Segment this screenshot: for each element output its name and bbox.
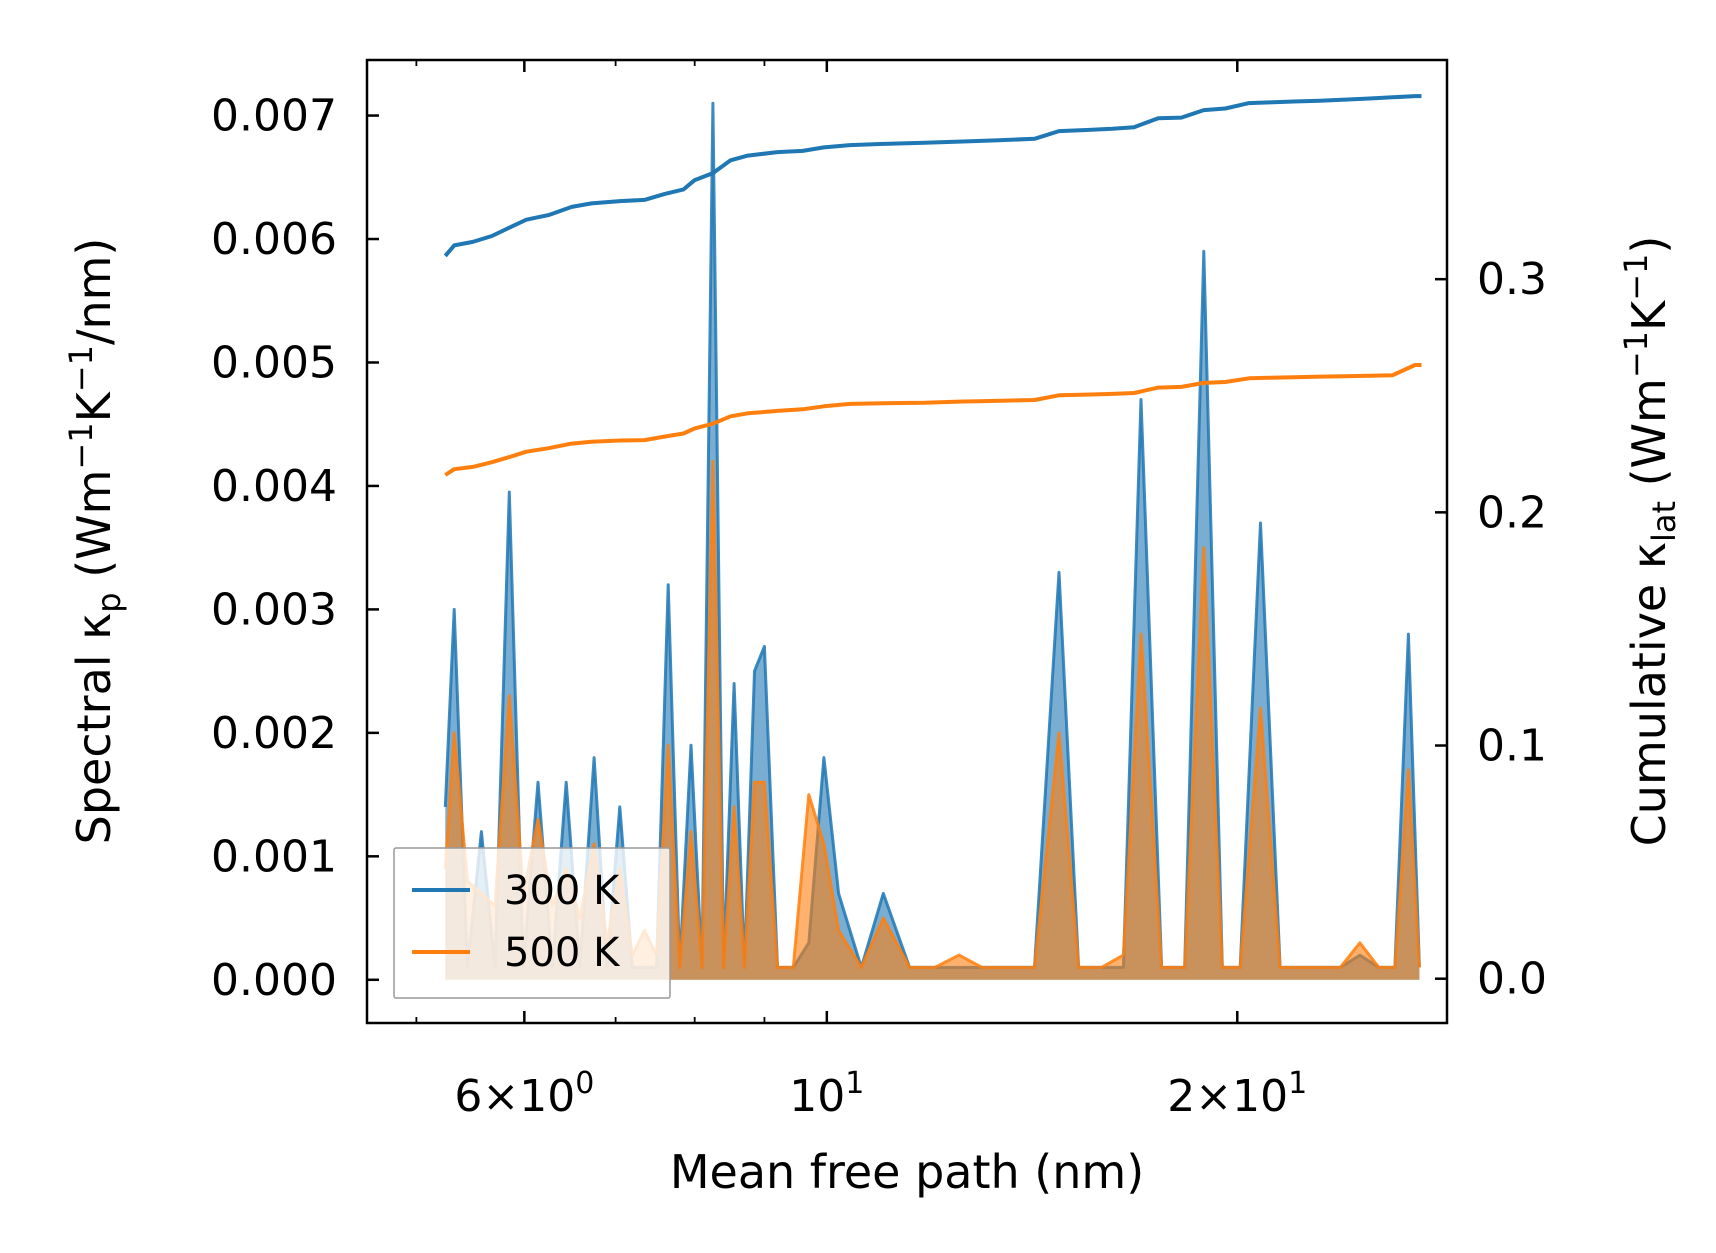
left-y-tick-label: 0.001 — [211, 831, 337, 882]
right-y-label-sub: lat — [1645, 501, 1683, 542]
right-y-tick-label: 0.3 — [1477, 254, 1547, 305]
x-tick-exponent: 1 — [1288, 1066, 1307, 1101]
svg-text:2×101: 2×101 — [1167, 1066, 1307, 1122]
x-tick-label-0: 6×100 — [454, 1066, 594, 1122]
x-tick-label-1: 101 — [789, 1066, 864, 1122]
left-y-tick-label: 0.000 — [211, 955, 337, 1006]
cumulative-layer — [443, 94, 1422, 477]
right-y-label-exp: −1 — [1617, 254, 1655, 301]
left-y-label-exp: −1 — [62, 422, 100, 469]
right-y-label-unit: K — [1622, 299, 1676, 331]
right-y-tick-label: 0.1 — [1477, 721, 1547, 772]
right-y-tick-label: 0.2 — [1477, 487, 1547, 538]
x-tick-base: 6 — [454, 1071, 482, 1122]
legend: 300 K 500 K — [393, 847, 671, 999]
left-y-tick-label: 0.005 — [211, 337, 337, 388]
cumulative-line-500k — [444, 363, 1422, 477]
right-y-tick-label: 0.0 — [1477, 954, 1547, 1005]
plot-frame — [365, 58, 1449, 1025]
left-y-label-main: Spectral κ — [67, 613, 121, 845]
cumulative-line-300k — [443, 94, 1422, 258]
left-y-label-sub: p — [90, 592, 128, 612]
x-axis-label: Mean free path (nm) — [670, 1145, 1144, 1199]
x-tick-mantissa: 10 — [519, 1071, 575, 1122]
left-y-axis-label: Spectral κp (Wm−1K−1/nm) — [62, 238, 128, 845]
left-y-label-unit: K — [67, 390, 121, 422]
left-y-tick-label: 0.006 — [211, 214, 337, 265]
right-y-axis-label: Cumulative κlat (Wm−1K−1) — [1617, 236, 1683, 847]
x-tick-exponent: 0 — [575, 1066, 594, 1101]
left-y-tick-label: 0.004 — [211, 461, 337, 512]
svg-text:101: 101 — [789, 1066, 864, 1122]
ticks-layer — [367, 60, 1447, 1023]
right-y-label-exp: −1 — [1617, 331, 1655, 378]
legend-label-500k: 500 K — [504, 930, 621, 976]
x-tick-mantissa: 10 — [789, 1071, 845, 1122]
right-y-label-unit: (Wm — [1622, 378, 1676, 501]
x-tick-label-2: 2×101 — [1167, 1066, 1307, 1122]
left-y-tick-label: 0.007 — [211, 91, 337, 142]
right-y-label-unit: ) — [1622, 236, 1676, 254]
left-y-label-exp: −1 — [62, 345, 100, 392]
left-y-label-unit: (Wm — [67, 470, 121, 593]
left-y-tick-label: 0.002 — [211, 708, 337, 759]
svg-text:6×100: 6×100 — [454, 1066, 594, 1122]
x-tick-times: × — [1195, 1071, 1232, 1122]
left-y-label-unit: /nm) — [67, 238, 121, 345]
x-tick-exponent: 1 — [845, 1066, 864, 1101]
right-y-label-main: Cumulative κ — [1622, 542, 1676, 846]
x-tick-times: × — [482, 1071, 519, 1122]
legend-label-300k: 300 K — [504, 868, 621, 914]
left-y-tick-label: 0.003 — [211, 584, 337, 635]
x-tick-mantissa: 10 — [1232, 1071, 1288, 1122]
x-tick-base: 2 — [1167, 1071, 1195, 1122]
legend-box — [393, 847, 671, 999]
